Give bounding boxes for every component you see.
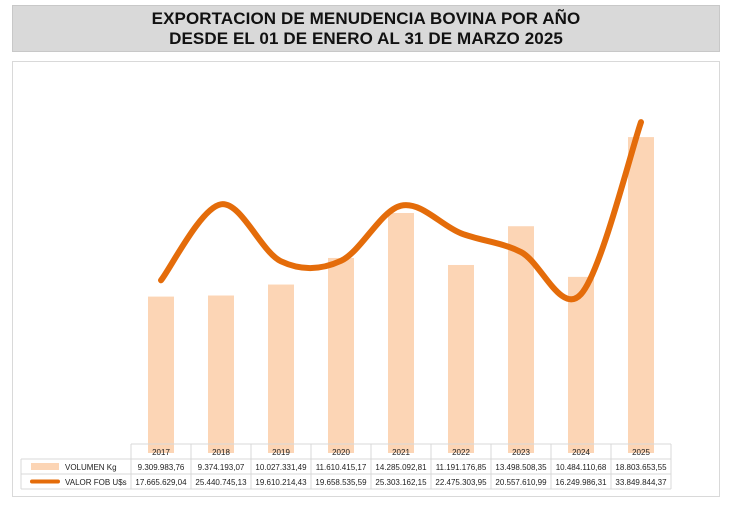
table-cell-volumen-2021: 14.285.092,81 (375, 463, 427, 472)
table-header-2024: 2024 (572, 448, 590, 457)
table-header-2025: 2025 (632, 448, 650, 457)
bar-2023 (508, 226, 534, 453)
table-cell-volumen-2025: 18.803.653,55 (615, 463, 667, 472)
bar-2020 (328, 257, 354, 453)
table-cell-valor-2020: 19.658.535,59 (315, 478, 367, 487)
table-header-2021: 2021 (392, 448, 410, 457)
bar-2021 (388, 213, 414, 453)
bar-2024 (568, 276, 594, 453)
table-cell-valor-2021: 25.303.162,15 (375, 478, 427, 487)
chart-title-line-1: EXPORTACION DE MENUDENCIA BOVINA POR AÑO (151, 8, 581, 28)
bar-2018 (208, 295, 234, 453)
table-cell-volumen-2019: 10.027.331,49 (255, 463, 307, 472)
chart-frame: 2017 2018 2019 2020 2021 2022 2023 2024 2025 VOLU… (12, 61, 720, 497)
table-cell-valor-2019: 19.610.214,43 (255, 478, 307, 487)
bar-2017 (148, 296, 174, 453)
legend-label-valor: VALOR FOB U$s (65, 478, 127, 487)
bar-2022 (448, 264, 474, 453)
bar-2025 (628, 137, 654, 453)
table-cell-volumen-2018: 9.374.193,07 (198, 463, 245, 472)
table-header-2018: 2018 (212, 448, 230, 457)
line-series-valor-fob (158, 119, 644, 303)
table-header-2022: 2022 (452, 448, 470, 457)
chart-title-line-2: DESDE EL 01 DE ENERO AL 31 DE MARZO 2025 (169, 28, 563, 48)
table-cell-volumen-2020: 11.610.415,17 (316, 463, 367, 472)
table-cell-volumen-2022: 11.191.176,85 (436, 463, 487, 472)
table-header-2017: 2017 (152, 448, 170, 457)
table-header-2019: 2019 (272, 448, 290, 457)
table-cell-valor-2017: 17.665.629,04 (135, 478, 187, 487)
table-cell-volumen-2023: 13.498.508,35 (495, 463, 547, 472)
table-cell-volumen-2024: 10.484.110,68 (556, 463, 607, 472)
chart-title-box: EXPORTACION DE MENUDENCIA BOVINA POR AÑO… (12, 5, 720, 52)
table-header-2020: 2020 (332, 448, 350, 457)
table-cell-valor-2022: 22.475.303,95 (435, 478, 487, 487)
legend-label-volumen: VOLUMEN Kg (65, 463, 117, 472)
table-cell-valor-2024: 16.249.986,31 (555, 478, 607, 487)
table-header-2023: 2023 (512, 448, 530, 457)
table-cell-valor-2023: 20.557.610,99 (495, 478, 547, 487)
table-cell-valor-2018: 25.440.745,13 (195, 478, 247, 487)
chart-svg: 2017 2018 2019 2020 2021 2022 2023 2024 2025 VOLU… (20, 119, 672, 490)
table-cell-valor-2025: 33.849.844,37 (615, 478, 667, 487)
legend-key-volumen (31, 463, 59, 470)
bar-2019 (268, 284, 294, 453)
table-cell-volumen-2017: 9.309.983,76 (138, 463, 185, 472)
